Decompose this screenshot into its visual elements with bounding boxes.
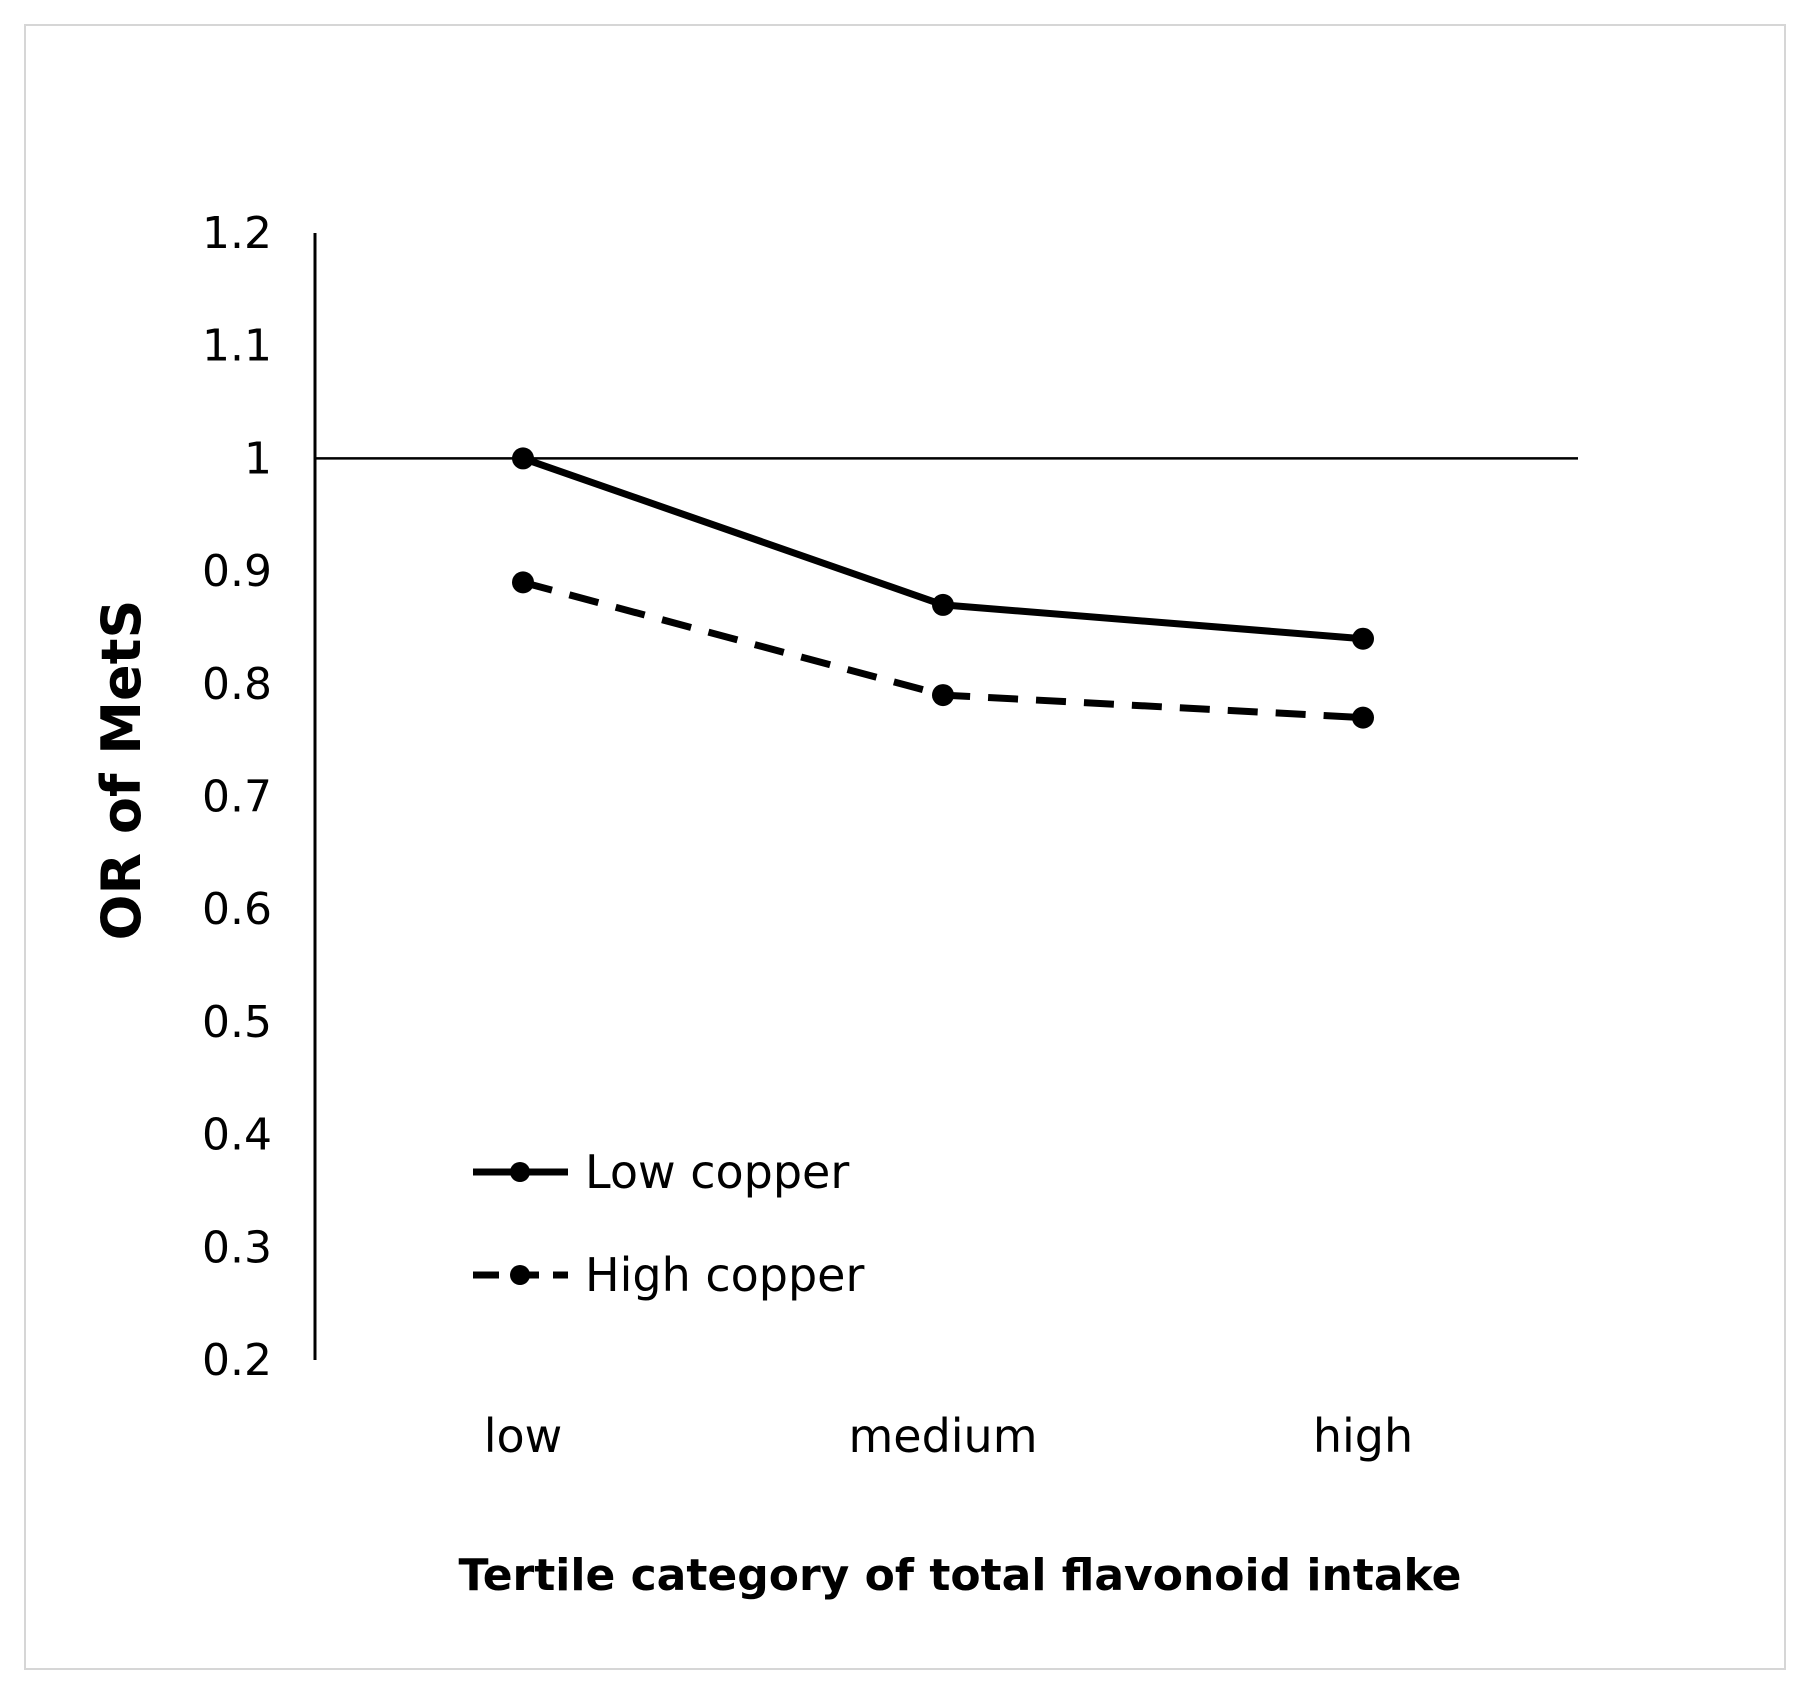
- legend-label: High copper: [585, 1248, 864, 1302]
- y-tick-label: 0.4: [202, 1110, 272, 1161]
- y-tick-label: 1: [244, 433, 272, 484]
- y-tick-labels: 1.2 1.1 1 0.9 0.8 0.7 0.6 0.5 0.4 0.3 0.2: [202, 208, 272, 1386]
- series-layer: [512, 447, 1374, 729]
- x-category-label: high: [1313, 1409, 1413, 1463]
- y-tick-label: 0.5: [202, 997, 272, 1048]
- legend: Low copper High copper: [473, 1145, 864, 1302]
- data-point: [1352, 627, 1374, 650]
- x-category-labels: low medium high: [484, 1409, 1413, 1463]
- data-point: [932, 593, 954, 616]
- legend-label: Low copper: [585, 1145, 849, 1199]
- data-point: [512, 571, 534, 594]
- y-tick-label: 0.7: [202, 772, 272, 823]
- legend-swatch-marker: [510, 1162, 530, 1182]
- y-tick-label: 0.2: [202, 1335, 272, 1386]
- y-tick-label: 1.2: [202, 208, 272, 259]
- y-tick-label: 0.3: [202, 1222, 272, 1273]
- x-axis-title: Tertile category of total flavonoid inta…: [459, 1550, 1462, 1601]
- y-tick-label: 1.1: [202, 321, 272, 372]
- legend-swatch-marker: [510, 1265, 530, 1285]
- series-high-copper: [512, 571, 1374, 729]
- y-tick-label: 0.8: [202, 659, 272, 710]
- x-category-label: medium: [848, 1409, 1037, 1463]
- series-low-copper: [512, 447, 1374, 650]
- y-tick-label: 0.9: [202, 546, 272, 597]
- y-tick-label: 0.6: [202, 884, 272, 935]
- x-category-label: low: [484, 1409, 563, 1463]
- figure-frame: [24, 24, 1786, 1670]
- data-point: [932, 684, 954, 707]
- legend-item: Low copper: [473, 1145, 849, 1199]
- data-point: [512, 447, 534, 470]
- y-axis-title: OR of MetS: [90, 600, 153, 941]
- data-point: [1352, 706, 1374, 729]
- legend-item: High copper: [473, 1248, 864, 1302]
